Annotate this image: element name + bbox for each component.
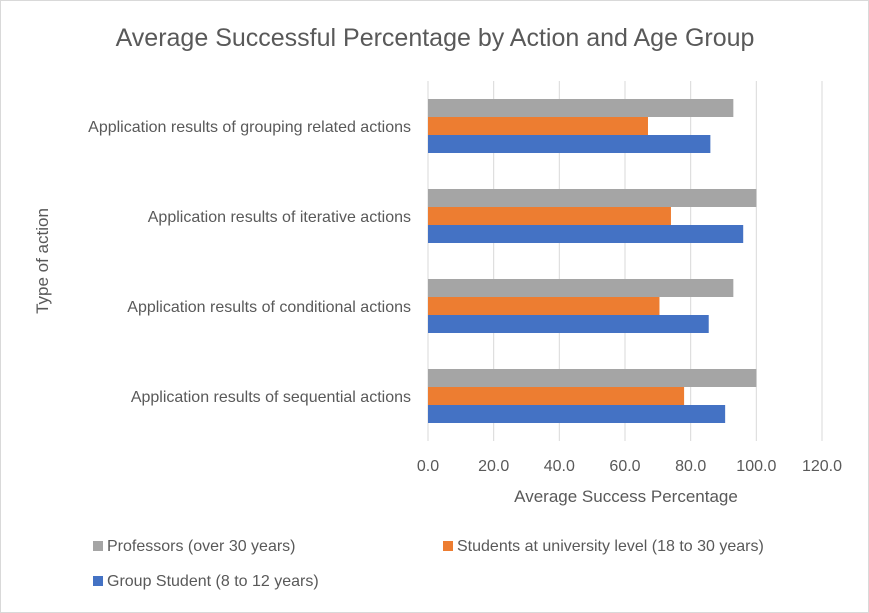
legend-label: Group Student (8 to 12 years) [107,573,319,590]
bar [428,135,711,153]
legend: Professors (over 30 years) Students at un… [93,538,764,590]
bar [428,99,734,117]
x-tick-label: 120.0 [802,458,842,475]
legend-label: Professors (over 30 years) [107,538,296,555]
bar [428,297,660,315]
bar [428,279,734,297]
legend-swatch [93,541,103,551]
x-tick-label: 0.0 [417,458,439,475]
x-tick-label: 100.0 [736,458,776,475]
bar [428,405,726,423]
bar [428,315,709,333]
category-label: Application results of sequential action… [131,389,411,406]
category-label: Application results of iterative actions [148,209,411,226]
bar [428,369,757,387]
bar [428,207,671,225]
x-tick-label: 20.0 [478,458,509,475]
category-label: Application results of grouping related … [88,119,411,136]
y-axis-title: Type of action [33,208,52,314]
bar [428,225,744,243]
legend-label: Students at university level (18 to 30 y… [457,538,764,555]
x-tick-label: 80.0 [675,458,706,475]
x-tick-label: 40.0 [544,458,575,475]
chart-title: Average Successful Percentage by Action … [116,24,755,52]
x-tick-label: 60.0 [609,458,640,475]
bar [428,189,757,207]
category-labels: Application results of grouping related … [88,119,411,406]
category-label: Application results of conditional actio… [127,299,411,316]
legend-swatch [443,541,453,551]
legend-swatch [93,576,103,586]
x-axis-title: Average Success Percentage [514,487,738,506]
bar [428,387,685,405]
x-tick-labels: 0.0 20.0 40.0 60.0 80.0 100.0 120.0 [417,458,842,475]
bars [428,99,757,423]
bar [428,117,648,135]
